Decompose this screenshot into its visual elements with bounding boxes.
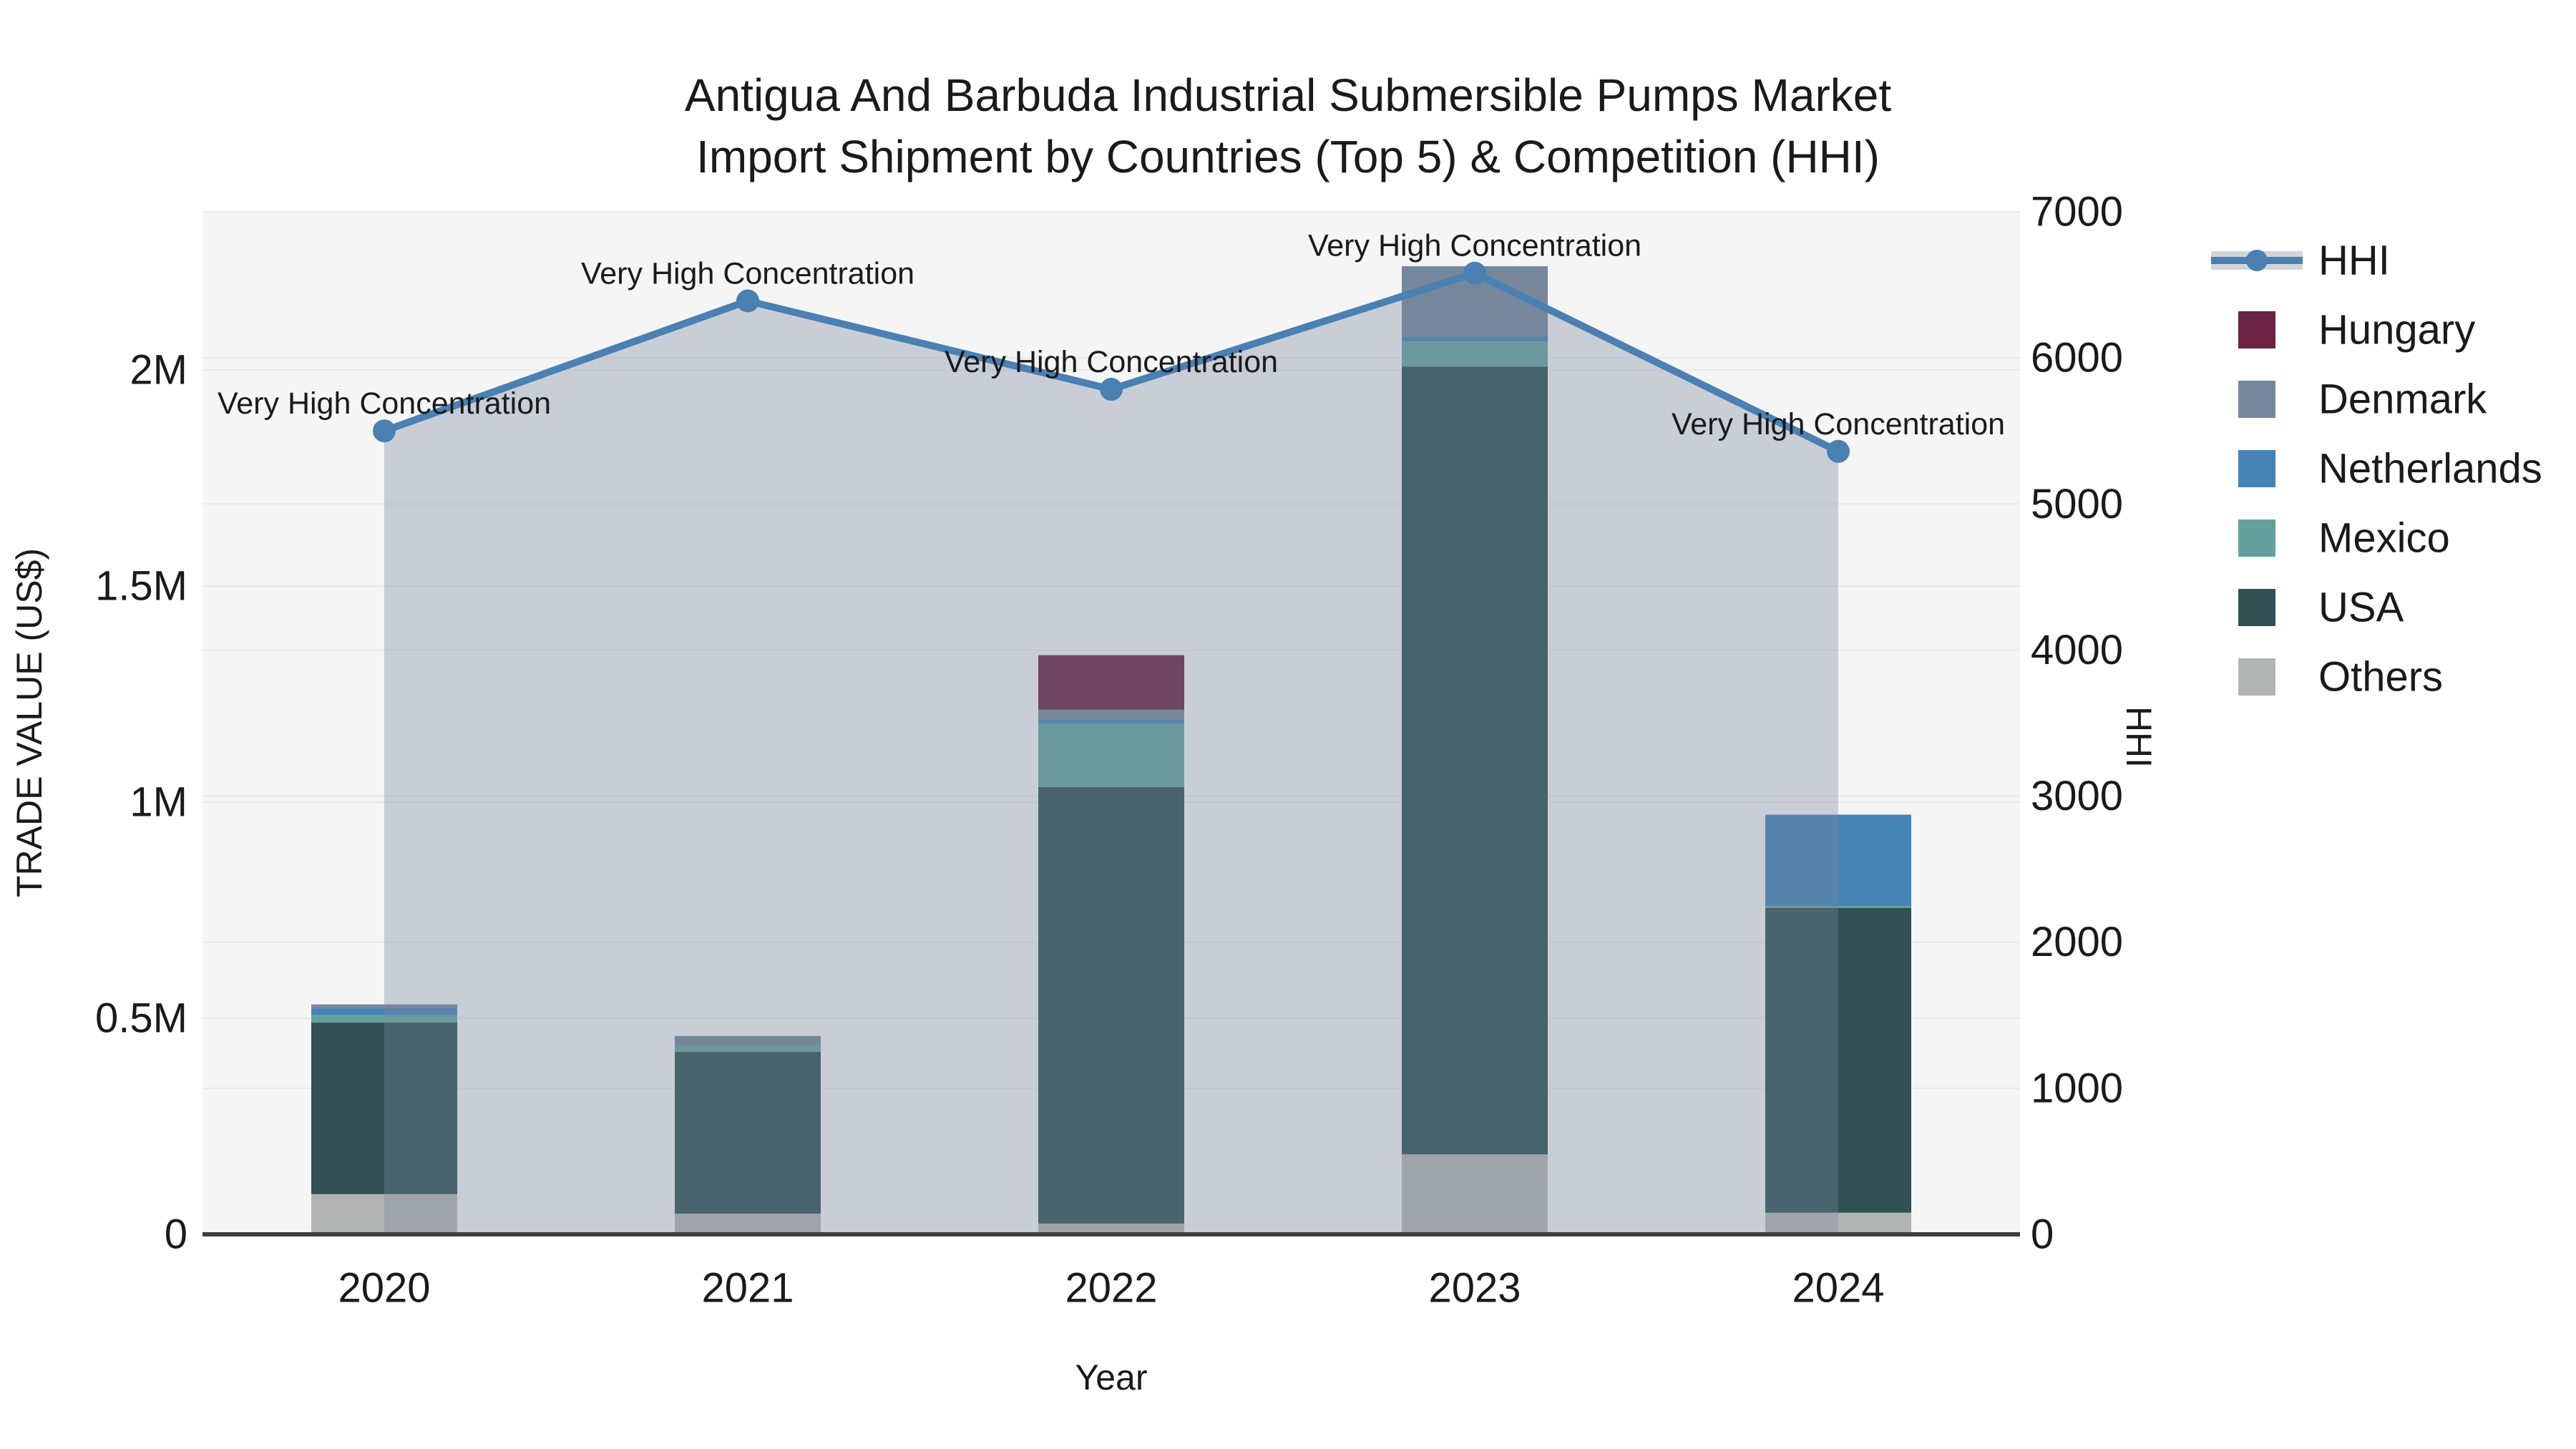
chart-title-line1: Antigua And Barbuda Industrial Submersib…: [685, 69, 1891, 121]
legend-item-denmark[interactable]: Denmark: [2238, 376, 2487, 423]
legend-swatch-usa: [2238, 589, 2275, 626]
hhi-point-2022[interactable]: [1100, 378, 1123, 401]
x-tick-2023: 2023: [1428, 1265, 1521, 1312]
bar-segment-denmark-2022[interactable]: [1038, 709, 1184, 720]
y-right-tick-4000: 4000: [2031, 627, 2123, 673]
chart-generated-layer: Very High Concentration Very High Concent…: [95, 189, 2542, 1312]
hhi-band: [384, 273, 1838, 1234]
x-tick-2021: 2021: [701, 1265, 794, 1312]
bar-segment-hungary-2022[interactable]: [1038, 655, 1184, 710]
bar-segment-others-2020[interactable]: [311, 1194, 457, 1234]
legend-swatch-netherlands: [2238, 450, 2275, 487]
y-left-axis-title: TRADE VALUE (US$): [9, 548, 49, 897]
legend-hhi-marker-icon: [2246, 250, 2268, 271]
legend-item-mexico[interactable]: Mexico: [2238, 515, 2450, 562]
legend-swatch-denmark: [2238, 381, 2275, 418]
chart-title-line2: Import Shipment by Countries (Top 5) & C…: [696, 131, 1880, 182]
legend-item-others[interactable]: Others: [2238, 654, 2443, 701]
bar-segment-mexico-2020[interactable]: [311, 1015, 457, 1023]
annotation-2023: Very High Concentration: [1308, 229, 1641, 263]
y-left-tick-1.5M: 1.5M: [95, 563, 187, 610]
x-tick-2022: 2022: [1065, 1265, 1157, 1312]
hhi-point-2020[interactable]: [373, 419, 396, 443]
hhi-point-2024[interactable]: [1827, 439, 1850, 463]
bar-segment-others-2024[interactable]: [1765, 1212, 1911, 1234]
bar-segment-usa-2020[interactable]: [311, 1023, 457, 1194]
hhi-point-2021[interactable]: [736, 289, 759, 313]
annotation-2022: Very High Concentration: [945, 345, 1278, 379]
y-left-tick-1M: 1M: [130, 779, 187, 826]
bar-segment-usa-2023[interactable]: [1402, 366, 1548, 1155]
bar-segment-denmark-2021[interactable]: [675, 1035, 821, 1046]
y-right-tick-3000: 3000: [2031, 773, 2123, 819]
legend-swatch-hungary: [2238, 311, 2275, 348]
y-right-tick-5000: 5000: [2031, 481, 2123, 527]
annotation-2020: Very High Concentration: [218, 386, 551, 421]
x-tick-2024: 2024: [1792, 1265, 1884, 1312]
y-right-tick-0: 0: [2031, 1211, 2054, 1258]
bar-segment-netherlands-2020[interactable]: [311, 1008, 457, 1015]
annotation-2021: Very High Concentration: [581, 257, 914, 291]
legend-item-netherlands[interactable]: Netherlands: [2238, 446, 2542, 492]
bar-segment-others-2023[interactable]: [1402, 1154, 1548, 1234]
legend-label-usa: USA: [2318, 585, 2404, 631]
bar-segment-usa-2022[interactable]: [1038, 786, 1184, 1224]
bar-segment-others-2021[interactable]: [675, 1214, 821, 1234]
y-left-tick-0: 0: [165, 1211, 187, 1258]
legend-item-hhi[interactable]: HHI: [2211, 238, 2390, 284]
bar-segment-netherlands-2022[interactable]: [1038, 719, 1184, 724]
legend-label-hungary: Hungary: [2318, 307, 2475, 353]
bar-segment-mexico-2023[interactable]: [1402, 341, 1548, 367]
bar-segment-netherlands-2023[interactable]: [1402, 336, 1548, 342]
legend-swatch-others: [2238, 658, 2275, 696]
bar-segment-others-2022[interactable]: [1038, 1223, 1184, 1234]
legend-label-others: Others: [2318, 654, 2443, 701]
annotation-2024: Very High Concentration: [1672, 407, 2005, 441]
bar-segment-usa-2021[interactable]: [675, 1052, 821, 1214]
legend-item-hungary[interactable]: Hungary: [2238, 307, 2475, 353]
y-right-tick-6000: 6000: [2031, 335, 2123, 381]
legend-swatch-mexico: [2238, 519, 2275, 557]
y-left-tick-2M: 2M: [130, 347, 187, 394]
hhi-point-2023[interactable]: [1463, 261, 1486, 285]
y-right-axis-title: HHI: [2119, 706, 2159, 768]
y-right-tick-2000: 2000: [2031, 919, 2123, 965]
bar-segment-mexico-2021[interactable]: [675, 1045, 821, 1053]
y-right-tick-1000: 1000: [2031, 1065, 2123, 1111]
y-left-tick-0.5M: 0.5M: [95, 995, 187, 1042]
x-axis-title: Year: [1075, 1357, 1147, 1397]
bar-segment-usa-2024[interactable]: [1765, 907, 1911, 1213]
bar-segment-mexico-2024[interactable]: [1765, 905, 1911, 908]
bar-segment-denmark-2020[interactable]: [311, 1004, 457, 1009]
legend-label-mexico: Mexico: [2318, 515, 2450, 562]
legend-label-hhi: HHI: [2318, 238, 2390, 284]
bar-segment-mexico-2022[interactable]: [1038, 723, 1184, 787]
legend-item-usa[interactable]: USA: [2238, 585, 2404, 631]
bar-segment-netherlands-2024[interactable]: [1765, 814, 1911, 906]
legend-label-denmark: Denmark: [2318, 376, 2487, 423]
y-right-tick-7000: 7000: [2031, 189, 2123, 235]
x-tick-2020: 2020: [338, 1265, 430, 1312]
legend-label-netherlands: Netherlands: [2318, 446, 2542, 492]
